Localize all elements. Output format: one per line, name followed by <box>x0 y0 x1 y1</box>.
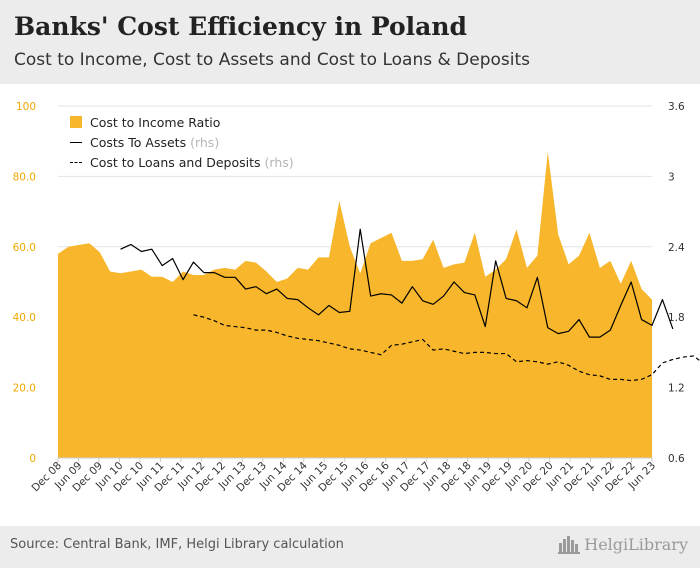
source-note: Source: Central Bank, IMF, Helgi Library… <box>10 537 344 552</box>
legend-swatch-solid-line <box>70 141 82 143</box>
area-series-cost-to-income <box>58 151 652 458</box>
legend-rhs-tag: (rhs) <box>190 134 220 150</box>
footer-bar: Source: Central Bank, IMF, Helgi Library… <box>0 526 700 568</box>
right-axis-tick-label: 3.6 <box>668 101 685 113</box>
right-axis-tick-label: 1.8 <box>668 312 685 324</box>
legend-swatch-area <box>70 116 82 128</box>
right-axis-tick-label: 2.4 <box>668 242 685 254</box>
legend-swatch-dashed-line <box>70 161 82 163</box>
right-axis-tick-label: 3 <box>668 171 675 183</box>
legend-item-costs-to-assets: Costs To Assets (rhs) <box>70 132 294 152</box>
page-subtitle: Cost to Income, Cost to Assets and Cost … <box>14 50 531 70</box>
line-series-costs-to-assets <box>120 228 674 338</box>
brand-logo[interactable]: HelgiLibrary <box>558 534 688 554</box>
city-skyline-icon <box>558 536 581 554</box>
brand-name: HelgiLibrary <box>584 534 688 554</box>
legend-label: Cost to Loans and Deposits <box>90 154 261 170</box>
header-bar: Banks' Cost Efficiency in Poland Cost to… <box>0 0 700 84</box>
left-axis-tick-label: 40.0 <box>13 312 36 324</box>
left-axis-tick-label: 20.0 <box>13 383 36 395</box>
legend-rhs-tag: (rhs) <box>264 154 294 170</box>
right-axis-tick-label: 0.6 <box>668 453 685 465</box>
right-axis-tick-label: 1.2 <box>668 383 685 395</box>
legend-label: Cost to Income Ratio <box>90 114 221 130</box>
legend-item-cost-to-loans-deposits: Cost to Loans and Deposits (rhs) <box>70 152 294 172</box>
left-axis-tick-label: 0 <box>29 453 36 465</box>
left-axis-tick-label: 80.0 <box>13 171 36 183</box>
page-title: Banks' Cost Efficiency in Poland <box>14 12 468 41</box>
chart-legend: Cost to Income Ratio Costs To Assets (rh… <box>70 112 294 172</box>
legend-label: Costs To Assets <box>90 134 187 150</box>
legend-item-cost-to-income: Cost to Income Ratio <box>70 112 294 132</box>
line-series-cost-to-loans-deposits <box>193 314 700 382</box>
left-axis-tick-label: 60.0 <box>13 242 36 254</box>
left-axis-tick-label: 100 <box>16 101 36 113</box>
